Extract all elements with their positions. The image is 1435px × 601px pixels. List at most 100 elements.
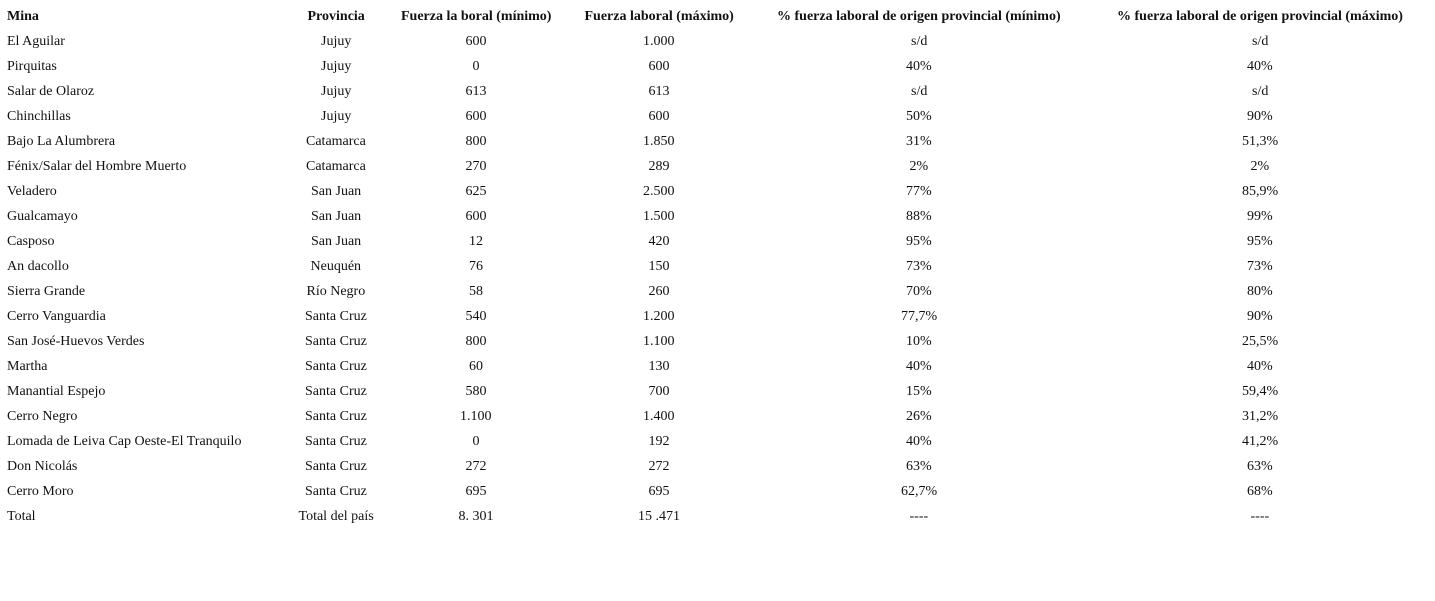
local-share-min: 77,7% bbox=[901, 309, 938, 324]
mine-name: Cerro Vanguardia bbox=[7, 309, 106, 324]
workforce-min: 600 bbox=[465, 34, 487, 49]
province: Total del país bbox=[298, 509, 374, 524]
province: Santa Cruz bbox=[305, 384, 367, 399]
local-share-min: 26% bbox=[906, 409, 932, 424]
local-share-max: 31,2% bbox=[1242, 409, 1279, 424]
mine-name: Pirquitas bbox=[7, 59, 57, 74]
column-header: % fuerza laboral de origen provincial (m… bbox=[777, 9, 1061, 24]
workforce-max: 289 bbox=[648, 159, 670, 174]
mine-name: Salar de Olaroz bbox=[7, 84, 95, 99]
workforce-min: 60 bbox=[469, 359, 483, 374]
local-share-min: 77% bbox=[906, 184, 932, 199]
mine-name: Casposo bbox=[7, 234, 55, 249]
workforce-max: 695 bbox=[648, 484, 670, 499]
province: Santa Cruz bbox=[305, 334, 367, 349]
local-share-min: 63% bbox=[906, 459, 932, 474]
column-header: Provincia bbox=[307, 9, 365, 24]
local-share-max: 59,4% bbox=[1242, 384, 1279, 399]
mine-name: Cerro Negro bbox=[7, 409, 78, 424]
mine-name: Veladero bbox=[7, 184, 57, 199]
column-header: Mina bbox=[7, 9, 39, 24]
local-share-min: 40% bbox=[906, 59, 932, 74]
province: Santa Cruz bbox=[305, 459, 367, 474]
workforce-max: 15 .471 bbox=[638, 509, 680, 524]
workforce-min: 625 bbox=[465, 184, 487, 199]
mine-name: Gualcamayo bbox=[7, 209, 78, 224]
mine-name: Sierra Grande bbox=[7, 284, 86, 299]
province: Santa Cruz bbox=[305, 434, 367, 449]
mine-name: El Aguilar bbox=[7, 34, 65, 49]
local-share-max: s/d bbox=[1252, 84, 1269, 99]
local-share-min: 2% bbox=[909, 159, 929, 174]
province: Santa Cruz bbox=[305, 359, 367, 374]
column-header: % fuerza laboral de origen provincial (m… bbox=[1117, 9, 1403, 24]
mine-name: Total bbox=[7, 509, 36, 524]
workforce-max: 1.200 bbox=[643, 309, 675, 324]
workforce-max: 700 bbox=[648, 384, 670, 399]
local-share-min: ---- bbox=[909, 509, 929, 524]
workforce-min: 600 bbox=[465, 209, 487, 224]
province: Santa Cruz bbox=[305, 409, 367, 424]
local-share-max: 90% bbox=[1247, 109, 1273, 124]
local-share-max: 2% bbox=[1250, 159, 1270, 174]
local-share-min: 15% bbox=[906, 384, 932, 399]
province: Catamarca bbox=[306, 134, 366, 149]
workforce-max: 600 bbox=[648, 109, 670, 124]
workforce-max: 260 bbox=[648, 284, 670, 299]
province: Neuquén bbox=[310, 259, 362, 274]
mine-name: Lomada de Leiva Cap Oeste-El Tranquilo bbox=[7, 434, 242, 449]
local-share-min: 73% bbox=[906, 259, 932, 274]
local-share-min: 31% bbox=[906, 134, 932, 149]
workforce-max: 1.400 bbox=[643, 409, 675, 424]
local-share-max: 85,9% bbox=[1242, 184, 1279, 199]
province: San Juan bbox=[311, 209, 362, 224]
local-share-max: s/d bbox=[1252, 34, 1269, 49]
local-share-max: ---- bbox=[1250, 509, 1270, 524]
local-share-min: 88% bbox=[906, 209, 932, 224]
workforce-min: 58 bbox=[469, 284, 483, 299]
workforce-max: 1.500 bbox=[643, 209, 675, 224]
workforce-max: 272 bbox=[648, 459, 670, 474]
local-share-min: 95% bbox=[906, 234, 932, 249]
workforce-max: 613 bbox=[648, 84, 670, 99]
mine-name: Don Nicolás bbox=[7, 459, 78, 474]
workforce-min: 12 bbox=[469, 234, 483, 249]
workforce-min: 800 bbox=[465, 334, 487, 349]
workforce-min: 8. 301 bbox=[458, 509, 494, 524]
workforce-min: 580 bbox=[465, 384, 487, 399]
mine-name: Fénix/Salar del Hombre Muerto bbox=[7, 159, 187, 174]
province: Río Negro bbox=[306, 284, 366, 299]
workforce-min: 270 bbox=[465, 159, 487, 174]
province: Jujuy bbox=[321, 34, 352, 49]
workforce-max: 1.000 bbox=[643, 34, 675, 49]
workforce-max: 2.500 bbox=[643, 184, 675, 199]
local-share-min: 40% bbox=[906, 434, 932, 449]
local-share-min: 40% bbox=[906, 359, 932, 374]
province: Catamarca bbox=[306, 159, 366, 174]
local-share-max: 41,2% bbox=[1242, 434, 1279, 449]
province: Jujuy bbox=[321, 59, 352, 74]
workforce-min: 800 bbox=[465, 134, 487, 149]
workforce-max: 1.850 bbox=[643, 134, 675, 149]
workforce-min: 540 bbox=[465, 309, 487, 324]
local-share-min: 10% bbox=[906, 334, 932, 349]
workforce-min: 0 bbox=[472, 434, 480, 449]
local-share-min: 50% bbox=[906, 109, 932, 124]
workforce-max: 130 bbox=[648, 359, 670, 374]
local-share-max: 73% bbox=[1247, 259, 1273, 274]
mine-name: San José-Huevos Verdes bbox=[7, 334, 145, 349]
workforce-max: 1.100 bbox=[643, 334, 675, 349]
mine-name: An dacollo bbox=[7, 259, 69, 274]
local-share-max: 51,3% bbox=[1242, 134, 1279, 149]
workforce-max: 600 bbox=[648, 59, 670, 74]
local-share-min: 70% bbox=[906, 284, 932, 299]
workforce-max: 192 bbox=[648, 434, 670, 449]
local-share-max: 40% bbox=[1247, 59, 1273, 74]
local-share-max: 90% bbox=[1247, 309, 1273, 324]
local-share-max: 68% bbox=[1247, 484, 1273, 499]
local-share-min: s/d bbox=[911, 84, 928, 99]
province: Jujuy bbox=[321, 84, 352, 99]
local-share-min: s/d bbox=[911, 34, 928, 49]
workforce-max: 420 bbox=[648, 234, 670, 249]
